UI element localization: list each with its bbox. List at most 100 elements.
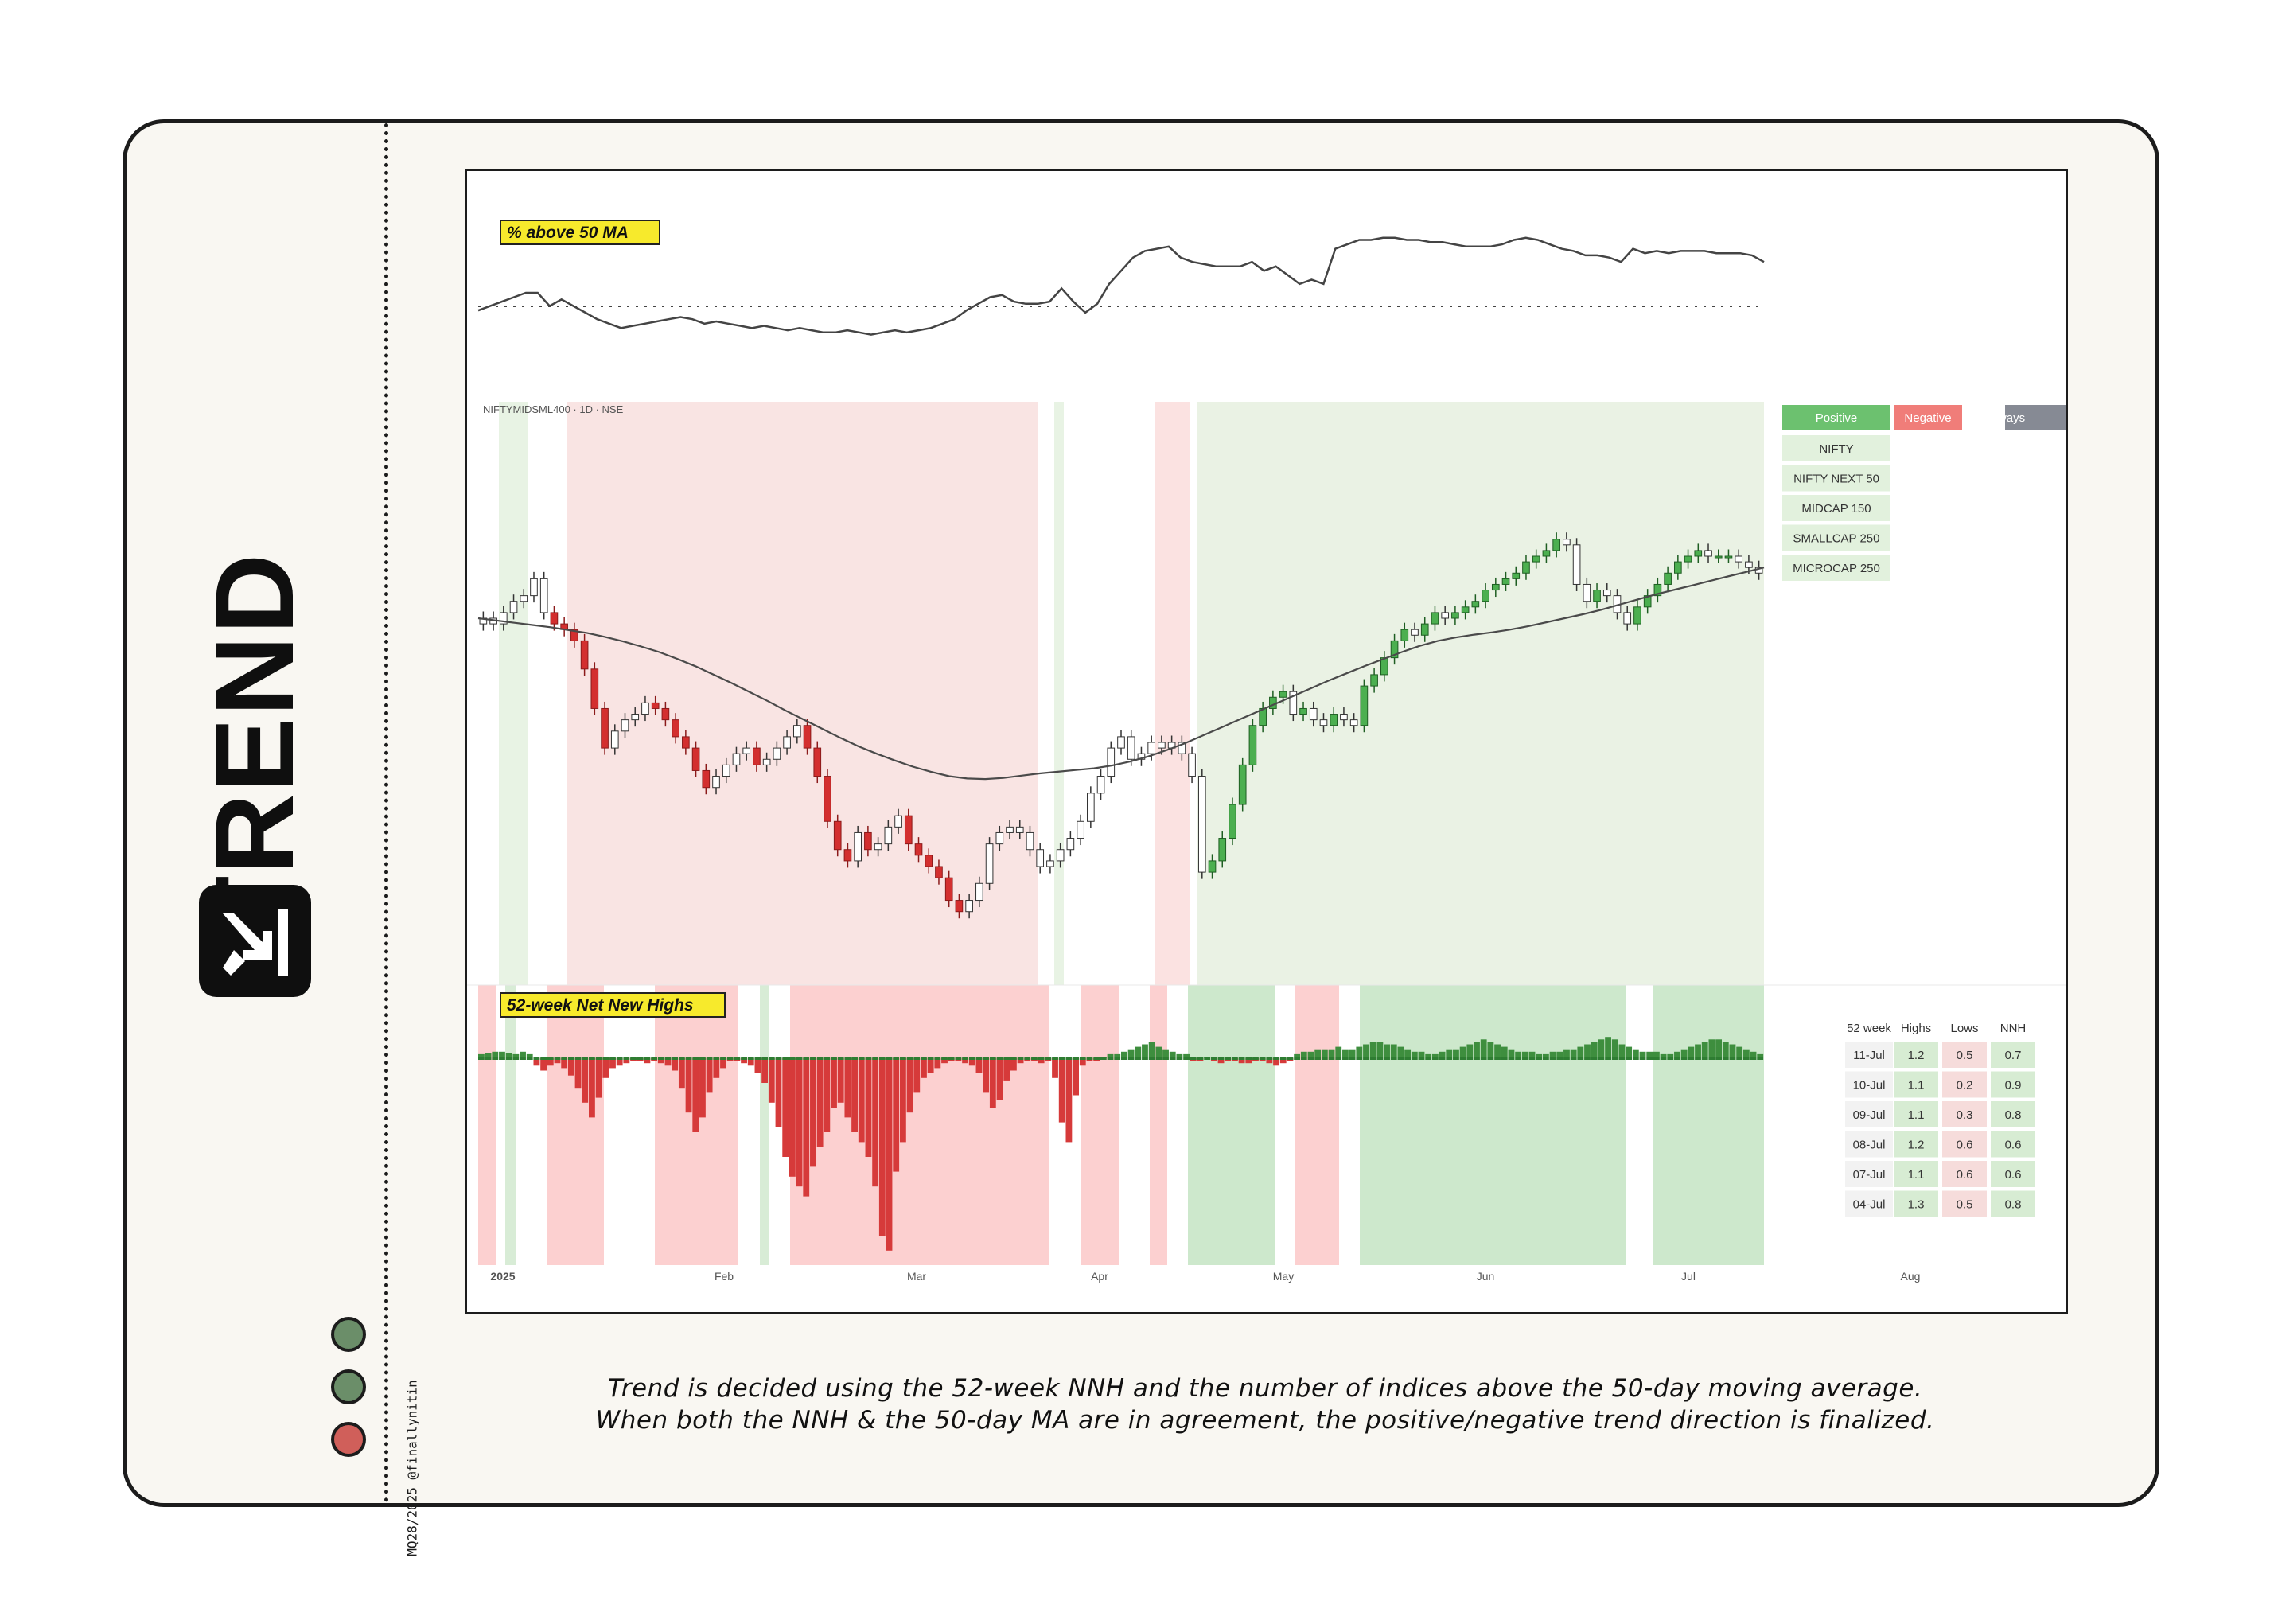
nnh-band	[547, 985, 604, 1265]
nnh-bar	[927, 1058, 934, 1073]
legend-header-cell	[1894, 405, 1962, 430]
nnh-bar	[1618, 1044, 1626, 1057]
nnh-baseline-bar	[1314, 1057, 1322, 1060]
candle	[1390, 640, 1399, 659]
nnh-bar	[561, 1058, 568, 1069]
legend-negative-label: Negative	[1904, 411, 1951, 425]
candle	[1147, 742, 1155, 754]
nnh-baseline-bar	[1252, 1057, 1259, 1060]
nnh-baseline-bar	[499, 1057, 505, 1060]
nnh-baseline-bar	[989, 1057, 996, 1060]
candle	[672, 719, 679, 738]
nnh-baseline-bar	[1618, 1057, 1626, 1060]
nnh-baseline-bar	[616, 1057, 623, 1060]
nnh-baseline-bar	[1127, 1057, 1135, 1060]
nnh-bar	[595, 1058, 602, 1098]
candle	[753, 747, 761, 765]
candle	[1077, 820, 1084, 839]
candle	[985, 843, 994, 884]
nnh-baseline-bar	[1266, 1057, 1273, 1060]
nnh-bar	[983, 1058, 990, 1093]
nnh-bar	[1384, 1044, 1390, 1057]
nnh-baseline-bar	[1736, 1057, 1743, 1060]
nnh-bar	[574, 1058, 582, 1089]
nnh-baseline-bar	[1577, 1057, 1584, 1060]
nnh-baseline-bar	[1626, 1057, 1633, 1060]
candle	[1309, 707, 1318, 721]
nnh-baseline-bar	[1217, 1057, 1225, 1060]
nnh-table-cell	[1845, 1042, 1893, 1068]
nnh-bar	[1584, 1044, 1591, 1057]
nnh-baseline-bar	[1411, 1057, 1418, 1060]
nnh-baseline-bar	[485, 1057, 492, 1060]
nnh-bar	[1321, 1049, 1328, 1057]
nnh-baseline-bar	[644, 1057, 651, 1060]
legend-sideways-label: Sideways	[1974, 411, 2025, 425]
nnh-table-header: Lows	[1950, 1022, 1978, 1035]
nnh-baseline-bar	[1065, 1057, 1073, 1060]
candle	[702, 769, 711, 789]
nnh-bar	[1121, 1051, 1127, 1057]
nnh-table-cell	[1942, 1131, 1987, 1158]
nnh-table-value: 09-Jul	[1853, 1108, 1886, 1122]
nnh-bar	[1245, 1058, 1252, 1064]
nnh-bar	[554, 1058, 561, 1064]
nnh-baseline-bar	[1466, 1057, 1474, 1060]
candle	[1491, 583, 1500, 591]
nnh-bar	[1501, 1046, 1508, 1057]
nnh-bar	[837, 1058, 844, 1103]
nnh-baseline-bar	[1459, 1057, 1466, 1060]
candle	[824, 776, 831, 822]
candle	[1117, 736, 1125, 749]
nnh-band	[1360, 985, 1626, 1265]
nnh-baseline-bar	[1045, 1057, 1052, 1060]
nnh-bar	[1626, 1046, 1633, 1057]
nnh-baseline-bar	[1757, 1057, 1764, 1060]
nnh-baseline-bar	[734, 1057, 741, 1060]
candle	[499, 612, 508, 625]
nnh-baseline-bar	[1294, 1057, 1301, 1060]
nnh-bar	[1335, 1046, 1342, 1057]
candle	[601, 707, 609, 749]
nnh-bar	[1307, 1051, 1314, 1057]
nnh-bar	[1142, 1044, 1148, 1057]
nnh-baseline-bar	[1453, 1057, 1459, 1060]
nnh-baseline-bar	[1715, 1057, 1723, 1060]
nnh-baseline-bar	[1121, 1057, 1127, 1060]
nnh-baseline-bar	[1197, 1057, 1204, 1060]
nnh-baseline-bar	[1508, 1057, 1515, 1060]
candle	[1623, 612, 1632, 625]
nnh-bar	[540, 1058, 547, 1071]
nnh-bar	[713, 1058, 720, 1078]
nnh-bar	[1722, 1042, 1729, 1057]
candle	[712, 776, 720, 789]
nnh-bar	[609, 1058, 616, 1069]
nnh-baseline-bar	[747, 1057, 754, 1060]
nnh-baseline-bar	[1431, 1057, 1439, 1060]
x-tick-label: Aug	[1901, 1270, 1921, 1283]
nnh-bar	[1549, 1051, 1556, 1057]
nnh-baseline-bar	[1474, 1057, 1480, 1060]
trend-band	[1054, 402, 1064, 985]
nnh-baseline-bar	[1742, 1057, 1750, 1060]
nnh-baseline-bar	[1079, 1057, 1086, 1060]
nnh-baseline-bar	[1480, 1057, 1487, 1060]
candle	[691, 747, 700, 771]
nnh-band	[1295, 985, 1339, 1265]
nnh-baseline-bar	[1639, 1057, 1646, 1060]
nnh-baseline-bar	[706, 1057, 713, 1060]
nnh-bar	[803, 1058, 810, 1197]
nnh-table-cell	[1991, 1101, 2035, 1127]
nnh-bar	[1376, 1042, 1384, 1057]
nnh-bar	[526, 1053, 533, 1057]
nnh-baseline-bar	[1418, 1057, 1425, 1060]
nnh-bar	[1349, 1049, 1356, 1057]
candle	[833, 820, 842, 851]
nnh-bar	[858, 1058, 865, 1143]
nnh-table-value: 1.1	[1908, 1108, 1925, 1122]
candle	[1087, 793, 1095, 822]
nnh-baseline-bar	[1542, 1057, 1549, 1060]
trend-band	[499, 402, 528, 985]
nnh-bar	[941, 1058, 948, 1064]
x-tick-label: May	[1273, 1270, 1294, 1283]
